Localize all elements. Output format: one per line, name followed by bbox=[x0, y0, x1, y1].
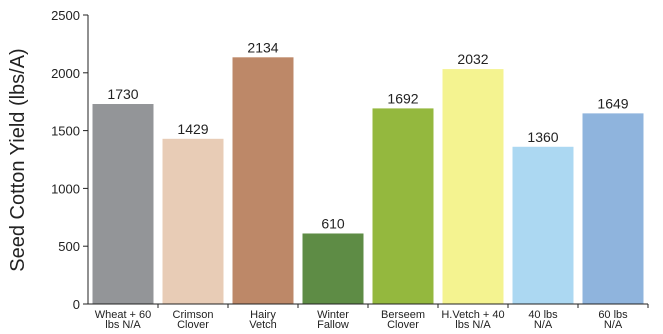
value-labels: 1730 1429 2134 610 1692 2032 1360 1649 bbox=[107, 39, 628, 231]
bar-value-label: 1692 bbox=[387, 90, 418, 106]
x-tick-label: N/A bbox=[534, 319, 553, 331]
x-tick-label: Winter bbox=[317, 309, 349, 321]
y-tick-label: 2500 bbox=[51, 8, 80, 23]
bars bbox=[92, 57, 644, 305]
bar bbox=[302, 233, 364, 304]
x-tick-label: Fallow bbox=[317, 319, 349, 331]
x-tick-label: lbs N/A bbox=[455, 319, 491, 331]
x-tick-label: Vetch bbox=[249, 319, 277, 331]
bar-value-label: 1429 bbox=[177, 121, 208, 137]
bar bbox=[582, 113, 644, 304]
bar-value-label: 1649 bbox=[597, 95, 628, 111]
x-tick-label: Clover bbox=[177, 319, 209, 331]
bar bbox=[372, 108, 434, 304]
y-axis-title: Seed Cotton Yield (lbs/A) bbox=[7, 48, 29, 271]
bar-value-label: 2134 bbox=[247, 39, 278, 55]
bar bbox=[162, 138, 224, 304]
y-tick-label: 500 bbox=[58, 239, 80, 254]
x-tick-label: 40 lbs bbox=[528, 309, 558, 321]
x-tick-label: Crimson bbox=[173, 309, 214, 321]
x-tick-label: Wheat + 60 bbox=[95, 309, 152, 321]
x-tick-label: Hairy bbox=[250, 309, 276, 321]
x-tick-label: H.Vetch + 40 bbox=[441, 309, 504, 321]
x-tick-label: N/A bbox=[604, 319, 623, 331]
x-tick-label: Clover bbox=[387, 319, 419, 331]
x-tick-label: lbs N/A bbox=[105, 319, 141, 331]
y-tick-label: 2000 bbox=[51, 66, 80, 81]
bar bbox=[512, 146, 574, 304]
bar bbox=[442, 69, 504, 304]
bar-value-label: 1360 bbox=[527, 129, 558, 145]
bar-value-label: 610 bbox=[321, 215, 345, 231]
x-tick-label: 60 lbs bbox=[598, 309, 628, 321]
y-tick-label: 0 bbox=[73, 297, 80, 312]
bar-value-label: 1730 bbox=[107, 86, 138, 102]
y-tick-label: 1000 bbox=[51, 181, 80, 196]
x-tick-label: Berseem bbox=[381, 309, 425, 321]
y-axis-ticks: 0 500 1000 1500 2000 2500 bbox=[51, 8, 88, 312]
bar bbox=[92, 104, 154, 305]
axes bbox=[87, 15, 648, 305]
y-tick-label: 1500 bbox=[51, 124, 80, 139]
bar bbox=[232, 57, 294, 304]
bar-value-label: 2032 bbox=[457, 51, 488, 67]
